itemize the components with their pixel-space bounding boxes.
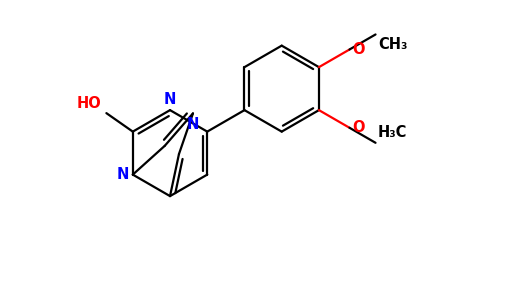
Text: O: O [352, 42, 365, 57]
Text: CH₃: CH₃ [378, 37, 408, 52]
Text: HO: HO [77, 96, 101, 111]
Text: N: N [164, 92, 176, 107]
Text: N: N [187, 117, 199, 132]
Text: N: N [117, 167, 129, 182]
Text: O: O [352, 120, 365, 135]
Text: H₃C: H₃C [378, 125, 408, 140]
